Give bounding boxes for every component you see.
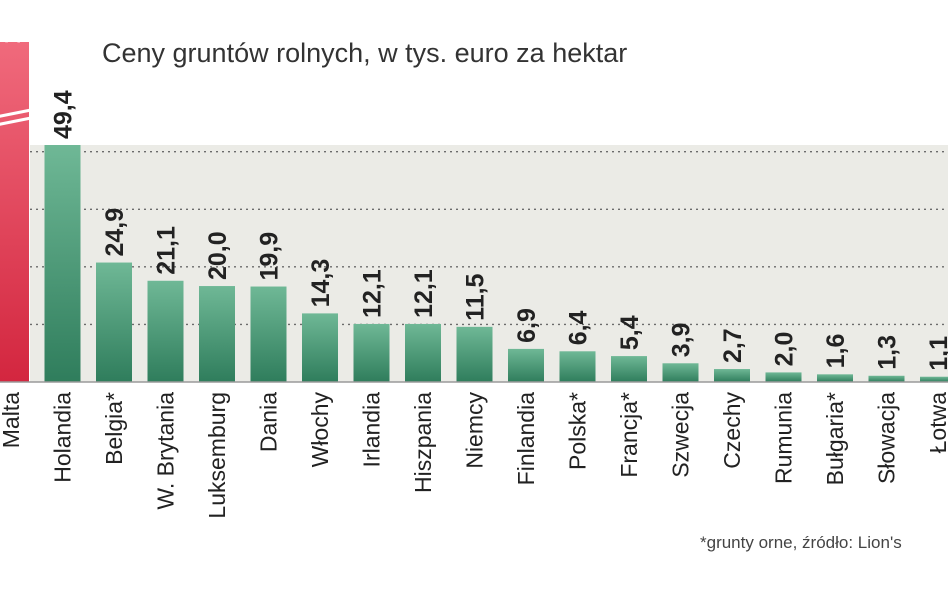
value-label: 24,9 [101,208,129,257]
bar-szwecja [662,363,699,382]
category-label: Czechy [719,392,745,469]
category-label: Bułgaria* [822,392,848,485]
category-label: Polska* [565,392,591,470]
value-label: 5,4 [616,315,644,350]
bar-czechy [714,369,750,382]
category-label: Hiszpania [410,392,436,493]
category-label: Szwecja [668,392,694,478]
value-label: 6,4 [565,310,593,345]
value-label: 12,1 [359,269,387,318]
bar-malta [0,42,29,382]
bar-irlandia [353,323,390,382]
axis-break-mark [0,108,32,118]
value-label: 6,9 [513,308,541,343]
value-label: 19,9 [256,232,284,281]
value-label: 49,4 [50,90,78,139]
bar-łotwa [920,376,948,382]
value-label: 21,1 [153,226,181,275]
category-label: Słowacja [874,392,900,484]
category-label: Francja* [616,392,642,478]
value-label: 1,1 [925,336,948,371]
chart-title: Ceny gruntów rolnych, w tys. euro za hek… [102,38,627,68]
value-label: 1,3 [874,335,902,370]
bars: 130 Malta 49,4 Holandia 24,9 Belgia* 21,1 W. Br… [0,2,948,519]
category-label: Niemcy [462,392,488,469]
bar-hiszpania [405,323,441,382]
value-label: 11,5 [462,273,490,320]
category-label: Irlandia [359,392,385,468]
category-label: Luksemburg [204,392,230,519]
value-label: 130 [0,2,26,44]
value-label: 12,1 [410,269,438,318]
bar-w-brytania [147,280,184,382]
bar-włochy [302,313,338,382]
category-label: Dania [256,392,282,452]
category-label: W. Brytania [153,392,179,510]
bar-niemcy [456,326,493,382]
bar-dania [250,286,287,382]
value-label: 14,3 [307,259,335,308]
value-label: 1,6 [822,334,850,369]
value-label: 2,0 [771,332,799,367]
axis-break-mark [0,116,32,126]
bar-finlandia [508,348,544,382]
bar-holandia [44,145,81,382]
bar-słowacja [868,375,905,382]
bar-rumunia [765,372,802,382]
category-label: Malta [0,392,24,448]
category-label: Belgia* [101,392,127,465]
category-label: Włochy [307,392,333,468]
category-label: Finlandia [513,392,539,486]
category-label: Holandia [50,392,76,483]
bar-bułgaria- [817,374,853,382]
bar-belgia- [96,262,132,382]
category-label: Łotwa [925,392,948,454]
footnote: *grunty orne, źródło: Lion's [700,533,902,552]
value-label: 2,7 [719,328,747,363]
value-label: 20,0 [204,231,232,280]
bar-francja- [611,356,647,382]
category-label: Rumunia [771,392,797,484]
value-label: 3,9 [668,323,696,358]
bar-polska- [559,351,596,382]
bar-luksemburg [199,286,235,382]
